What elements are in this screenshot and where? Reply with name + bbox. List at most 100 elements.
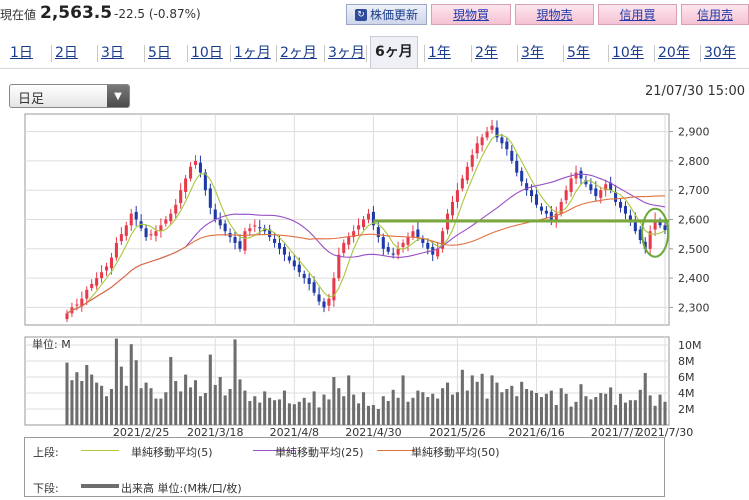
period-tab-2[interactable]: 3日 [101,45,124,61]
chart-legend: 上段: 単純移動平均(5) 単純移動平均(25) 単純移動平均(25) 単純移動… [24,437,665,497]
candle-body [337,254,341,279]
candle-body [297,264,301,273]
sell-spot-button[interactable]: 現物売 [515,4,594,25]
volume-bar [258,402,262,425]
volume-bar [465,390,469,425]
volume-bar [455,392,459,425]
period-tab-13[interactable]: 10年 [612,45,644,61]
candle-body [594,188,598,197]
annotation-circle [641,207,670,258]
period-tab-12[interactable]: 5年 [567,45,590,61]
sell-margin-button[interactable]: 信用売 [681,4,749,25]
legend-ma25-swatch [253,450,295,451]
candle-body [109,257,114,269]
annotations [373,207,670,258]
chart-axes: 2021/2/25 2021/3/18 2021/4/8 2021/4/30 2021/… [32,126,710,437]
volume-bar [287,403,291,425]
ma50-line [66,195,666,314]
volume-bar [539,397,543,425]
interval-select-value: 日足 [18,92,45,107]
candle-body [248,228,252,232]
volume-bar [144,382,148,425]
period-tab-15[interactable]: 30年 [704,45,736,61]
volume-bar [436,398,440,425]
volume-bar [277,399,282,425]
period-tab-8[interactable]: 6ヶ月 [370,36,418,68]
period-tab-5[interactable]: 1ヶ月 [234,45,271,61]
volume-bar [381,396,385,425]
x-tick-label: 2021/4/8 [270,426,319,437]
buy-margin-button[interactable]: 信用買 [598,4,677,25]
candle-body [317,294,321,302]
volume-tick-label: 4M [678,387,695,400]
refresh-icon: ↻ [354,8,367,21]
period-tab-11[interactable]: 3年 [521,45,544,61]
period-tab-1[interactable]: 2日 [55,45,78,61]
period-tab-4[interactable]: 10日 [191,45,223,61]
volume-bar [653,405,657,425]
candle-body [342,242,346,253]
volume-bar [564,393,568,425]
candle-body [189,166,193,179]
period-tab-10[interactable]: 2年 [475,45,498,61]
interval-select[interactable]: 日足 ▼ [9,84,130,108]
volume-bar [525,389,529,425]
volume-bar [109,389,114,425]
candle-body [510,150,514,161]
volume-bar [594,397,598,425]
candle-body [203,172,207,191]
volume-bar [391,389,395,425]
volume-bar [569,406,573,425]
buy-spot-button[interactable]: 現物買 [431,4,511,25]
volume-bar [376,409,380,425]
volume-bar [623,402,627,425]
volume-bar [179,391,183,425]
volume-bar [599,393,603,425]
candle-body [450,201,455,216]
volume-bar [203,393,207,425]
candle-body [569,178,573,192]
candle-body [302,274,306,279]
candle-body [124,225,128,236]
period-separator [424,45,425,62]
volume-bar [248,401,252,425]
candle-body [480,137,484,146]
candle-body [292,260,296,267]
price-label: 現在値 [0,8,37,22]
volume-bar [95,382,99,425]
period-tab-9[interactable]: 1年 [428,45,451,61]
candle-body [361,219,366,228]
volume-bar [515,396,519,425]
candle-body [119,234,123,242]
candle-body [455,190,459,202]
period-tab-3[interactable]: 5日 [148,45,171,61]
candle-body [223,223,227,232]
candle-body [366,213,371,220]
candle-body [460,178,464,189]
candle-body [114,242,118,258]
period-tab-7[interactable]: 3ヶ月 [328,45,365,61]
candle-body [470,155,474,167]
candle-body [520,170,524,182]
volume-bar [184,374,188,425]
legend-ma50-swatch [377,450,415,451]
candle-body [277,242,282,249]
legend-volume-swatch [81,484,119,488]
legend-ma50-label: 単純移動平均(50) [411,446,500,459]
volume-tick-label: 2M [678,403,695,416]
candle-body [65,313,69,320]
period-tab-6[interactable]: 2ヶ月 [280,45,317,61]
candle-body [663,225,667,231]
x-tick-label: 2021/5/26 [429,426,485,437]
period-tab-0[interactable]: 1日 [10,45,33,61]
candle-body [426,242,430,249]
candle-body [164,219,168,224]
volume-bar [213,385,217,425]
candle-body [604,184,608,191]
candle-body [208,188,212,208]
moving-averages [66,134,666,314]
candle-body [347,237,351,245]
period-tab-14[interactable]: 20年 [658,45,690,61]
refresh-button[interactable]: ↻ 株価更新 [346,4,427,25]
volume-bar [105,396,109,425]
